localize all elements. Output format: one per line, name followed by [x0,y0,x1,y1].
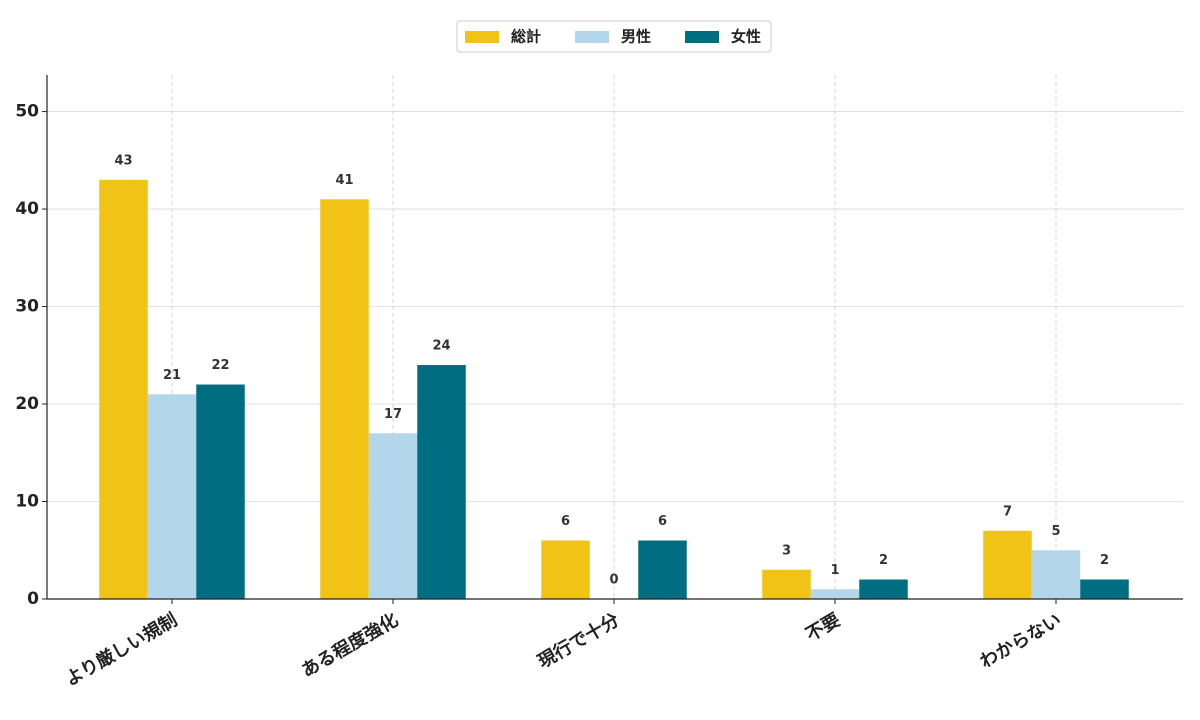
bar [810,589,860,599]
x-tick-label: わからない [977,609,1065,672]
x-tick-label: ある程度強化 [297,609,402,682]
bar [859,579,908,599]
y-tick-label: 30 [15,297,39,317]
value-label: 43 [114,153,132,168]
bar [983,530,1032,599]
legend-swatch [574,31,609,43]
value-label: 5 [1051,524,1060,539]
legend-label: 男性 [621,28,651,46]
y-tick-label: 40 [15,199,39,219]
legend-label: 総計 [511,28,541,46]
value-label: 0 [609,573,618,588]
value-label: 17 [384,407,402,422]
x-tick-label: より厳しい規制 [61,609,181,691]
value-label: 6 [658,514,667,529]
legend-swatch [464,31,499,43]
bar [1031,550,1081,599]
bar [99,179,148,600]
bar [1080,579,1129,599]
x-tick-label: 現行で十分 [534,609,623,673]
value-label: 2 [879,553,888,568]
y-tick-label: 0 [27,589,39,609]
value-label: 7 [1003,504,1012,519]
value-label: 22 [211,358,229,373]
y-tick-label: 20 [15,394,39,414]
y-tick-label: 10 [15,492,39,512]
bar [417,365,466,599]
legend-swatch [685,31,720,43]
value-label: 41 [335,173,353,188]
value-label: 6 [561,514,570,529]
bar [147,394,197,599]
bar [320,199,369,599]
bar [368,433,418,599]
bar [638,540,687,599]
y-tick-label: 50 [15,102,39,122]
legend: 総計 男性 女性 [456,20,772,53]
legend-box [456,20,772,53]
value-label: 2 [1100,553,1109,568]
bar [762,569,811,599]
bar [196,384,245,599]
legend-label: 女性 [731,28,761,46]
x-tick-label: 不要 [802,609,844,645]
bar [541,540,590,599]
value-label: 1 [830,563,839,578]
value-label: 24 [432,339,450,354]
value-label: 21 [163,368,181,383]
value-label: 3 [782,543,791,558]
